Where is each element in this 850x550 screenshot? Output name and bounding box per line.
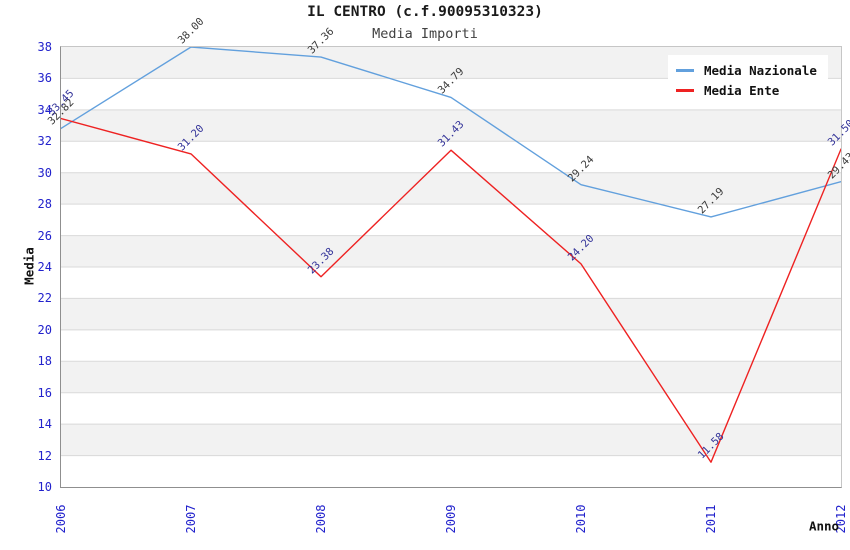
y-tick-label: 18 [37, 354, 52, 369]
y-tick-label: 38 [37, 40, 52, 54]
y-tick-label: 28 [37, 197, 52, 212]
y-tick-label: 34 [37, 102, 52, 117]
legend: Media Nazionale Media Ente [668, 55, 828, 105]
y-tick-label: 32 [37, 134, 52, 149]
y-tick-label: 14 [37, 417, 52, 432]
legend-label: Media Ente [704, 82, 780, 98]
chart-subtitle: Media Importi [372, 26, 478, 42]
x-tick-label: 2008 [314, 504, 328, 534]
legend-item: Media Nazionale [676, 60, 828, 80]
chart-title: IL CENTRO (c.f.90095310323) [307, 4, 543, 20]
x-tick-label: 2007 [184, 504, 198, 534]
x-tick-label: 2009 [444, 504, 458, 534]
legend-line-swatch [676, 68, 694, 72]
plot-area: 32.82 38.00 37.36 34.79 29.24 27.19 29.43 33.45… [46, 16, 850, 488]
y-tick-label: 12 [37, 448, 52, 463]
x-tick-label: 2010 [574, 504, 588, 534]
y-tick-label: 26 [37, 228, 52, 243]
y-tick-label: 22 [37, 291, 52, 306]
x-axis-title: Anno [808, 518, 840, 534]
line-chart-svg [61, 47, 841, 487]
y-tick-label: 20 [37, 322, 52, 337]
legend-item: Media Ente [676, 80, 828, 100]
y-tick-label: 24 [37, 260, 52, 274]
legend-line-swatch [676, 88, 694, 92]
y-tick-label: 10 [37, 480, 52, 494]
y-tick-label: 36 [37, 71, 52, 86]
y-axis-title: Media [21, 247, 37, 285]
x-tick-label: 2011 [704, 504, 718, 534]
y-tick-label: 30 [37, 165, 52, 180]
x-tick-label: 2006 [54, 504, 68, 534]
legend-label: Media Nazionale [704, 62, 817, 78]
y-tick-label: 16 [37, 385, 52, 400]
